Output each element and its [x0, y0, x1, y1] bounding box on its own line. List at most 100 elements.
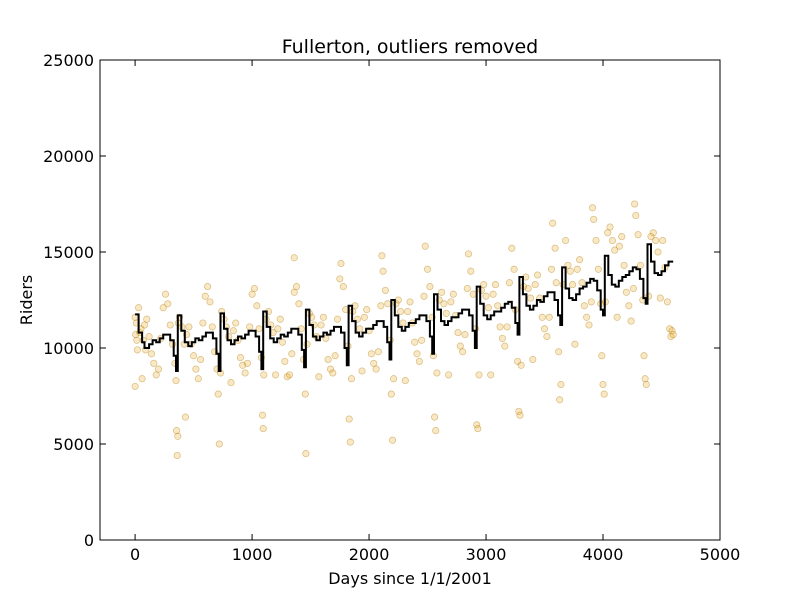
y-tick-label: 20000	[43, 147, 94, 166]
data-point	[526, 294, 535, 302]
data-point	[594, 265, 602, 273]
data-point	[236, 354, 244, 362]
data-point	[538, 313, 546, 321]
data-points	[131, 200, 677, 460]
data-point	[652, 236, 660, 245]
data-point	[324, 355, 332, 364]
data-point	[248, 290, 256, 298]
y-axis-label: Riders	[17, 275, 36, 325]
data-point	[599, 380, 607, 389]
data-point	[667, 332, 675, 341]
data-point	[634, 231, 642, 239]
x-tick-label: 5000	[700, 545, 741, 564]
data-point	[573, 265, 581, 273]
data-point	[418, 336, 426, 344]
data-point	[654, 248, 662, 256]
x-tick-label: 2000	[349, 545, 390, 564]
data-point	[659, 236, 667, 245]
data-point	[346, 438, 354, 446]
data-point	[152, 371, 160, 379]
data-point	[288, 350, 296, 358]
data-point	[484, 304, 492, 312]
data-point	[552, 279, 560, 287]
data-point	[133, 346, 141, 354]
data-point	[285, 371, 294, 379]
data-point	[388, 436, 397, 444]
data-point	[406, 298, 414, 306]
data-point	[192, 365, 200, 373]
data-point	[241, 369, 249, 377]
data-point	[377, 302, 385, 310]
data-point	[438, 288, 446, 296]
data-point	[590, 215, 598, 223]
data-point	[611, 246, 619, 254]
x-tick-label: 4000	[583, 545, 624, 564]
data-point	[598, 352, 606, 360]
data-point	[326, 365, 335, 373]
x-axis-label: Days since 1/1/2001	[328, 569, 492, 588]
data-point	[370, 359, 378, 367]
data-point	[529, 355, 537, 364]
x-tick-label: 3000	[466, 545, 507, 564]
data-point	[647, 233, 655, 241]
data-point	[390, 375, 398, 383]
data-point	[467, 267, 475, 275]
data-point	[401, 377, 409, 385]
data-point	[204, 283, 212, 291]
y-tick-label: 5000	[53, 435, 94, 454]
data-point	[290, 288, 298, 296]
data-point	[569, 281, 577, 289]
data-point	[372, 365, 380, 373]
data-point	[132, 331, 140, 339]
data-point	[201, 292, 209, 300]
data-point	[432, 427, 440, 435]
x-tick-label: 0	[130, 545, 140, 564]
data-point	[557, 380, 565, 389]
data-point	[411, 338, 419, 346]
data-point	[250, 284, 258, 293]
data-point	[208, 323, 216, 331]
data-point	[608, 236, 616, 245]
data-point	[556, 396, 564, 404]
data-point	[606, 223, 614, 231]
data-point	[387, 390, 395, 398]
data-point	[498, 334, 506, 342]
data-point	[615, 242, 623, 250]
data-point	[140, 321, 149, 329]
axis-ticks: 0 1000 2000 3000 4000 5000 0 5000 10000 15000 2000…	[43, 51, 740, 564]
data-point	[302, 450, 310, 458]
data-point	[640, 352, 648, 360]
data-point	[456, 342, 464, 350]
data-point	[255, 325, 263, 333]
data-point	[494, 302, 502, 310]
data-point	[555, 348, 563, 356]
data-point	[239, 361, 247, 369]
data-point	[469, 290, 477, 298]
data-point	[206, 298, 214, 306]
data-point	[145, 332, 153, 341]
data-point	[181, 413, 189, 421]
data-point	[339, 283, 347, 291]
data-point	[531, 281, 539, 289]
data-point	[404, 307, 412, 316]
data-point	[463, 284, 471, 293]
data-point	[445, 371, 453, 379]
data-point	[620, 261, 628, 269]
data-point	[283, 373, 291, 381]
data-point	[420, 292, 428, 300]
data-point	[274, 325, 282, 333]
data-point	[394, 296, 402, 304]
data-point	[397, 307, 405, 316]
data-point	[545, 313, 553, 321]
data-point	[562, 236, 570, 245]
data-point	[549, 219, 557, 227]
data-point	[510, 265, 518, 273]
data-point	[271, 371, 280, 379]
data-point	[482, 292, 490, 300]
data-point	[447, 298, 455, 306]
data-point	[423, 265, 432, 273]
data-point	[641, 375, 649, 383]
data-point	[592, 236, 600, 245]
data-point	[229, 327, 237, 335]
